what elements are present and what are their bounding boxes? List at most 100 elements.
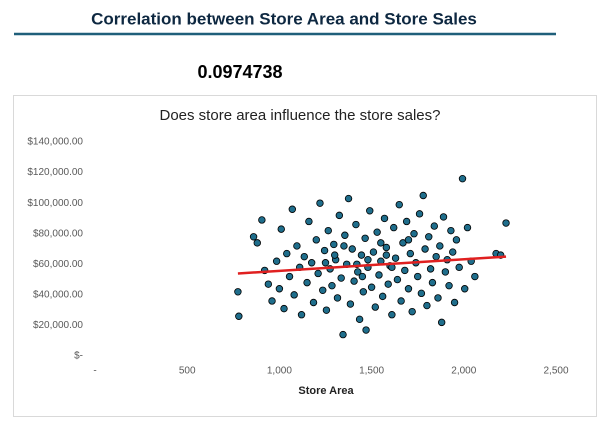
chart-title: Does store area influence the store sale… bbox=[160, 107, 441, 124]
scatter-point bbox=[288, 205, 297, 213]
scatter-point bbox=[280, 304, 288, 313]
scatter-point bbox=[373, 228, 381, 236]
scatter-point bbox=[314, 269, 322, 278]
scatter-point bbox=[402, 217, 411, 226]
scatter-point bbox=[430, 222, 438, 230]
trendline bbox=[237, 255, 507, 275]
scatter-point bbox=[300, 252, 308, 261]
scatter-point bbox=[419, 191, 427, 200]
scatter-point bbox=[340, 242, 348, 250]
scatter-point bbox=[307, 259, 316, 267]
y-tick-label: $80,000.00 bbox=[33, 228, 83, 239]
scatter-point bbox=[450, 298, 459, 307]
y-tick-label: $- bbox=[74, 351, 83, 362]
scatter-point bbox=[319, 286, 327, 294]
scatter-point bbox=[471, 272, 479, 281]
scatter-point bbox=[366, 207, 374, 215]
scatter-point bbox=[458, 174, 467, 183]
scatter-point bbox=[502, 219, 510, 227]
x-tick-label: 1,500 bbox=[359, 366, 384, 377]
scatter-point bbox=[414, 272, 422, 281]
scatter-point bbox=[447, 226, 455, 235]
scatter-point bbox=[322, 306, 331, 314]
scatter-point bbox=[339, 330, 347, 339]
scatter-point bbox=[344, 194, 353, 203]
scatter-point bbox=[404, 236, 413, 244]
scatter-point bbox=[410, 230, 418, 238]
scatter-point bbox=[305, 217, 313, 226]
scatter-point bbox=[397, 297, 405, 305]
scatter-point bbox=[341, 231, 349, 239]
scatter-point bbox=[408, 307, 416, 316]
correlation-value: 0.0974738 bbox=[197, 62, 282, 82]
scatter-point bbox=[361, 234, 369, 242]
scatter-point bbox=[439, 213, 448, 221]
scatter-point bbox=[320, 246, 329, 255]
scatter-point bbox=[354, 268, 362, 276]
scatter-point bbox=[445, 281, 453, 290]
scatter-point bbox=[393, 275, 402, 284]
scatter-point bbox=[388, 311, 396, 319]
scatter-point bbox=[316, 199, 324, 207]
scatter-point bbox=[283, 249, 291, 258]
x-tick-label: - bbox=[93, 366, 96, 377]
scatter-point bbox=[264, 280, 273, 288]
scatter-point bbox=[452, 236, 461, 244]
scatter-point bbox=[234, 288, 242, 296]
y-tick-label: $60,000.00 bbox=[33, 259, 83, 270]
scatter-point bbox=[434, 294, 442, 302]
scatter-point bbox=[421, 245, 429, 253]
scatter-point bbox=[417, 289, 426, 298]
y-tick-label: $140,000.00 bbox=[27, 137, 83, 148]
page-title: Correlation between Store Area and Store… bbox=[91, 9, 477, 28]
scatter-point bbox=[321, 259, 330, 267]
scatter-point bbox=[362, 326, 370, 334]
scatter-point bbox=[352, 220, 360, 229]
scatter-point bbox=[441, 268, 450, 276]
scatter-point bbox=[371, 303, 379, 311]
scatter-point bbox=[337, 274, 345, 282]
scatter-point bbox=[395, 200, 403, 209]
scatter-point bbox=[437, 318, 446, 327]
scatter-point bbox=[324, 226, 332, 235]
scatter-point bbox=[391, 254, 400, 262]
scatter-point bbox=[428, 278, 437, 287]
x-tick-label: 1,000 bbox=[267, 366, 292, 377]
x-tick-label: 2,500 bbox=[543, 366, 568, 377]
x-tick-label: 500 bbox=[179, 366, 196, 377]
scatter-point bbox=[449, 248, 457, 256]
scatter-point bbox=[432, 252, 440, 261]
scatter-point bbox=[331, 251, 339, 259]
x-axis-label: Store Area bbox=[298, 385, 354, 397]
scatter-point bbox=[328, 281, 336, 290]
scatter-point bbox=[312, 236, 320, 244]
y-tick-label: $120,000.00 bbox=[27, 167, 83, 178]
scatter-point bbox=[350, 277, 358, 285]
scatter-point bbox=[455, 263, 463, 272]
scatter-point bbox=[290, 291, 298, 299]
scatter-point bbox=[404, 285, 413, 293]
y-tick-label: $20,000.00 bbox=[33, 320, 83, 331]
scatter-point bbox=[355, 315, 364, 324]
scatter-point bbox=[378, 292, 387, 301]
scatter-point bbox=[358, 272, 367, 281]
scatter-point bbox=[235, 312, 243, 320]
scatter-point bbox=[335, 211, 344, 220]
scatter-point bbox=[359, 288, 368, 296]
scatter-point bbox=[277, 225, 285, 233]
scatter-point bbox=[293, 242, 301, 250]
scatter-point bbox=[249, 233, 258, 241]
scatter-point bbox=[415, 210, 424, 218]
scatter-point bbox=[384, 280, 392, 288]
scatter-point bbox=[423, 301, 431, 310]
scatter-point bbox=[303, 278, 311, 287]
scatter-point bbox=[399, 239, 407, 247]
scatter-point bbox=[425, 233, 433, 241]
y-tick-label: $100,000.00 bbox=[27, 198, 83, 209]
scatter-point bbox=[426, 265, 435, 273]
x-tick-label: 2,000 bbox=[451, 366, 476, 377]
scatter-point bbox=[348, 245, 356, 253]
scatter-point bbox=[436, 242, 444, 250]
